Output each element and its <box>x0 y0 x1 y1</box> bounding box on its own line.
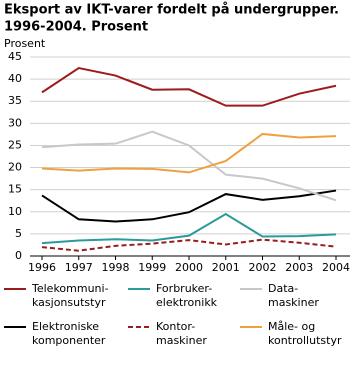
legend-label: Elektroniske komponenter <box>32 320 106 347</box>
y-tick-label: 40 <box>8 72 22 85</box>
y-axis-label: Prosent <box>4 37 46 50</box>
chart-title: Eksport av IKT-varer fordelt på undergru… <box>4 3 339 18</box>
y-tick-label: 10 <box>8 205 22 218</box>
series-line <box>41 132 337 174</box>
legend-label: Forbruker-elektronikk <box>156 282 218 309</box>
x-tick-label: 1998 <box>102 261 130 274</box>
legend-label: Måle- og kontrollutstyr <box>268 320 342 347</box>
x-tick-label: 2002 <box>249 261 277 274</box>
x-tick-label: 2004 <box>322 261 350 274</box>
series-line <box>41 238 337 252</box>
chart-subtitle: 1996-2004. Prosent <box>4 20 148 35</box>
y-tick-label: 25 <box>8 138 22 151</box>
y-tick-label: 35 <box>8 94 22 107</box>
x-tick-label: 2001 <box>212 261 240 274</box>
x-tick-label: 1997 <box>65 261 93 274</box>
x-tick-label: 2003 <box>285 261 313 274</box>
x-tick-label: 1996 <box>28 261 56 274</box>
y-tick-label: 30 <box>8 116 22 129</box>
legend-label: Kontor-maskiner <box>156 320 207 347</box>
y-tick-label: 15 <box>8 183 22 196</box>
y-tick-label: 45 <box>8 50 22 63</box>
series-line <box>41 130 337 202</box>
legend-label: Data-maskiner <box>268 282 319 309</box>
series-line <box>41 189 337 223</box>
x-tick-label: 2000 <box>175 261 203 274</box>
y-tick-label: 20 <box>8 161 22 174</box>
x-tick-label: 1999 <box>138 261 166 274</box>
legend-label: Telekommuni-kasjonsutstyr <box>31 282 109 309</box>
y-tick-label: 5 <box>15 227 22 240</box>
y-tick-label: 0 <box>15 249 22 262</box>
series-line <box>41 66 337 107</box>
series-line <box>41 212 337 245</box>
